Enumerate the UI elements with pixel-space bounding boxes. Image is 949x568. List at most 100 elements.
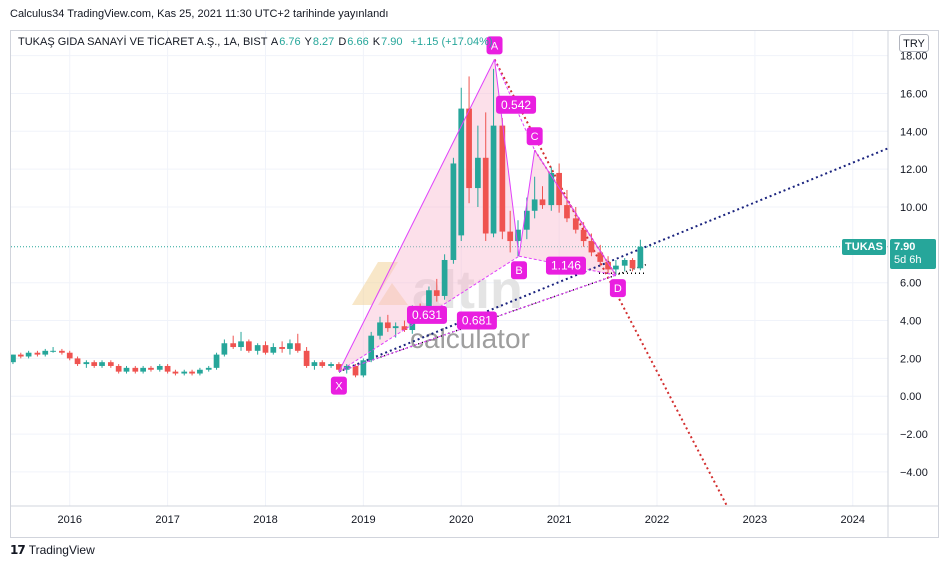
candle [621,258,628,272]
y-tick-label: 10.00 [900,202,928,214]
candle [254,343,261,355]
candle-body [523,210,530,230]
candle [343,364,350,374]
candle-body [548,172,555,206]
candle [181,369,188,376]
candle [597,244,604,266]
candle [189,369,195,376]
y-tick-label: 0.00 [900,391,921,403]
harmonic-pattern-labels: X A B C D 0.542 0.631 0.681 1.146 [330,36,626,395]
candle [311,360,318,370]
symbol-legend: TUKAŞ GIDA SANAYİ VE TİCARET A.Ş., 1A, B… [18,36,494,48]
y-tick-label: −2.00 [900,429,928,441]
y-tick-label: 4.00 [900,316,921,328]
pattern-point-badge [330,376,347,395]
candle-body [25,352,32,357]
candle-body [221,343,228,355]
last-price: 7.90 [894,240,916,253]
candle-body [34,352,41,355]
candle-body [539,199,546,206]
candle-body [556,172,562,206]
candle [25,350,32,359]
pattern-point-B: B [515,265,522,277]
candle-body [279,347,285,349]
candle [91,360,98,368]
candle-body [123,367,130,372]
candle-body [181,371,188,374]
pattern-point-D: D [614,283,622,295]
candle [213,352,220,370]
candle [123,365,130,374]
candle-body [245,341,252,351]
candle [148,365,154,372]
candles [11,68,644,378]
y-tick-label: 2.00 [900,353,921,365]
candle-body [572,218,579,230]
candle-body [205,367,212,370]
candle [539,186,546,209]
change-value: +1.15 (+17.04%) [410,36,493,48]
candle-body [580,229,587,242]
candle-body [531,199,538,211]
x-tick-label: 2016 [57,514,81,526]
candle-body [11,354,16,363]
candle [132,365,139,374]
candle [74,356,81,366]
candle-body [156,365,163,370]
candle-body [270,347,277,353]
candle [230,335,237,349]
candle-body [499,125,506,232]
y-tick-label: 14.00 [900,126,928,138]
candle [377,316,383,340]
candle-body [91,362,98,366]
ratio-badge [496,95,537,114]
candle [245,339,252,353]
high-value: 8.27 [312,36,335,48]
pattern-point-A: A [491,40,499,52]
pattern-point-badge [609,279,626,298]
candle-body [107,362,114,366]
xab-triangle [338,59,519,372]
candle-body [401,326,408,331]
ratio-label: 0.542 [501,98,531,112]
candle [466,76,472,204]
candle-body [637,246,644,269]
candle-body [360,360,367,376]
candle-body [597,252,604,262]
candle-body [450,163,457,260]
x-tick-label: 2019 [351,514,375,526]
candle [507,210,514,253]
candle-body [482,157,489,234]
currency-button[interactable]: TRY [899,34,929,52]
candle [17,352,24,359]
candle [328,362,334,368]
candle-body [294,343,301,351]
candle-body [426,290,432,317]
candle [50,347,56,353]
pattern-line-AB [494,59,520,257]
candle-body [392,326,399,329]
close-value: 7.90 [381,36,403,48]
pattern-point-X: X [335,381,343,393]
open-value: 6.76 [279,36,301,48]
pattern-line-BC [518,150,536,257]
candle-body [588,241,595,253]
candle-body [164,365,171,372]
x-tick-label: 2020 [449,514,473,526]
candle-body [17,354,24,357]
candle-body [74,358,81,365]
candle [279,341,285,353]
y-tick-label: 16.00 [900,88,928,100]
ratio-badge [406,305,447,324]
candle [319,360,326,368]
candle [303,347,310,368]
candle-body [458,108,465,236]
candle-body [475,157,481,189]
y-tick-label: 12.00 [900,164,928,176]
footer[interactable]: 17 TradingView [10,543,95,557]
candle [605,256,611,274]
candle [637,239,644,271]
candle [262,341,269,355]
candle [107,360,114,368]
